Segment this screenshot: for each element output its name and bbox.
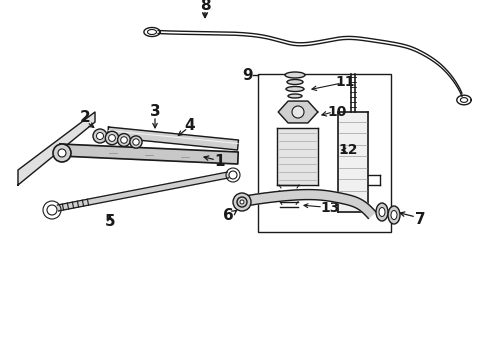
- Polygon shape: [278, 101, 318, 123]
- Circle shape: [105, 131, 119, 145]
- Text: 8: 8: [200, 0, 210, 13]
- Text: 11: 11: [335, 75, 355, 89]
- Circle shape: [237, 197, 247, 207]
- Text: 12: 12: [338, 143, 358, 157]
- Text: 1: 1: [215, 154, 225, 170]
- Ellipse shape: [376, 203, 388, 221]
- Circle shape: [118, 134, 130, 147]
- Circle shape: [58, 149, 66, 157]
- Circle shape: [93, 129, 107, 143]
- Text: 3: 3: [149, 104, 160, 120]
- Polygon shape: [338, 112, 368, 212]
- Circle shape: [53, 144, 71, 162]
- Circle shape: [121, 137, 127, 143]
- Text: 4: 4: [185, 117, 196, 132]
- Circle shape: [240, 200, 244, 204]
- Ellipse shape: [391, 211, 397, 220]
- Text: 2: 2: [80, 111, 90, 126]
- Ellipse shape: [288, 94, 302, 98]
- Polygon shape: [107, 127, 239, 150]
- Ellipse shape: [287, 80, 303, 85]
- Text: 9: 9: [243, 68, 253, 82]
- Circle shape: [233, 193, 251, 211]
- Text: 6: 6: [222, 207, 233, 222]
- Ellipse shape: [285, 72, 305, 78]
- Circle shape: [97, 132, 103, 139]
- Ellipse shape: [286, 86, 304, 91]
- Text: 5: 5: [105, 215, 115, 230]
- Text: 13: 13: [320, 201, 340, 215]
- Polygon shape: [18, 112, 95, 185]
- Ellipse shape: [388, 206, 400, 224]
- Text: 7: 7: [415, 212, 425, 228]
- Circle shape: [109, 135, 116, 141]
- Polygon shape: [57, 172, 228, 211]
- Ellipse shape: [379, 207, 385, 216]
- Circle shape: [292, 106, 304, 118]
- Circle shape: [130, 136, 142, 148]
- Polygon shape: [239, 190, 376, 219]
- Bar: [258, 74, 391, 232]
- Polygon shape: [277, 128, 318, 185]
- Circle shape: [133, 139, 139, 145]
- Polygon shape: [60, 144, 238, 164]
- Text: 10: 10: [327, 105, 347, 119]
